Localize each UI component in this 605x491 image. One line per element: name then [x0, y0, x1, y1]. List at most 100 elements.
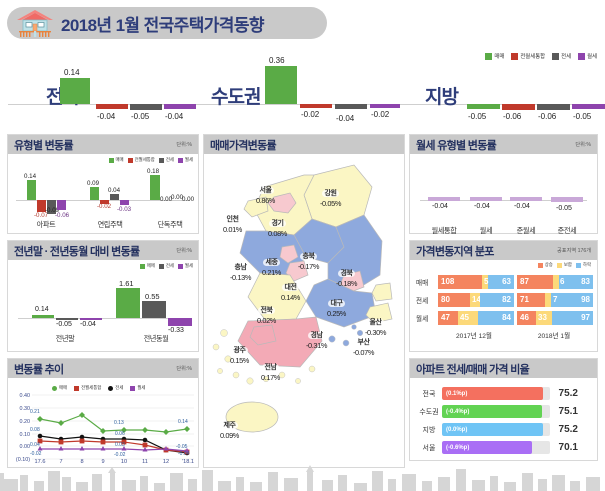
- yoy-value-prev-year-end-sale: 0.14: [35, 306, 49, 313]
- yoy-bar-prev-year-end-jeonse: [56, 318, 78, 320]
- type-bar-apt-sale: [27, 180, 36, 200]
- type-rate-legend: 매매 전월세통합 전세 월세: [108, 157, 193, 163]
- dist-row-label-sale: 매매: [416, 279, 429, 287]
- dist-seg-sale-jan-down: 83: [559, 274, 593, 289]
- map-region-value-jeonbuk: 0.02%: [257, 315, 276, 325]
- monthly-category-wolse: 월세: [479, 226, 493, 235]
- trend-xtick-6: 12: [162, 459, 170, 465]
- trend-legend-swatch-sale: [52, 385, 57, 391]
- summary-group-national: 전국 0.14 -0.04 -0.05 -0.04: [8, 60, 203, 128]
- trend-legend-combined: 전월세통합: [74, 385, 101, 391]
- type-category-det: 단독주택: [157, 220, 183, 229]
- trend-xtick-7: '18.1: [182, 459, 194, 465]
- dist-seg-wolse-jan-up: 46: [517, 310, 536, 325]
- map-region-name-gyeonggi: 경기: [269, 220, 286, 228]
- map-label-busan: 부산 -0.07%: [353, 332, 374, 357]
- type-legend-combined: 전월세통합: [127, 157, 155, 163]
- dist-legend-label-up: 상승: [544, 262, 553, 267]
- yoy-legend: 매매 전세 월세: [139, 263, 193, 269]
- map-label-jeju: 제주 0.09%: [220, 415, 239, 440]
- ratio-delta-national: (0.1%p): [446, 390, 468, 397]
- panel-header-ratio: 아파트 전세/매매 가격 비율: [410, 359, 597, 378]
- summary-bar-national-sale: [60, 78, 90, 104]
- panel-type-rate: 유형별 변동률 단위:% 매매 전월세통합 전세 월세 0.14 -0.07 -…: [7, 134, 199, 234]
- monthly-category-junwolse: 준월세: [516, 226, 536, 235]
- map-region-value-jeonnam: 0.17%: [261, 372, 280, 382]
- map-region-name-jeju: 제주: [221, 422, 238, 430]
- trend-xtick-2: 8: [80, 459, 84, 465]
- monthly-value-wolse: -0.04: [474, 203, 490, 210]
- panel-sale-price-map: 매매가격변동률: [203, 134, 405, 468]
- trend-xtick-4: 10: [120, 459, 128, 465]
- panel-unit-dist: 공표지역 176개: [557, 248, 591, 254]
- map-region-name-jeonnam: 전남: [262, 364, 279, 372]
- type-value-row-jeonse: 0.04: [108, 187, 121, 194]
- dist-seg-jeonse-jan-down: 98: [551, 292, 593, 307]
- map-label-jeonnam: 전남 0.17%: [261, 357, 280, 382]
- dist-seg-wolse-jan-flat: 33: [536, 310, 552, 325]
- type-category-row: 연립주택: [97, 220, 123, 229]
- trend-ytick-5: (0.10): [15, 457, 30, 463]
- type-legend-jeonse: 전세: [158, 157, 174, 163]
- type-bar-apt-wolse: [57, 200, 66, 210]
- summary-value-local-combined: -0.06: [503, 112, 522, 121]
- yoy-bar-prev-year-month-wolse: [168, 318, 192, 326]
- panel-unit-type-rate: 단위:%: [176, 142, 192, 148]
- map-region-name-sejong: 세종: [263, 259, 280, 267]
- ratio-delta-local: (0.0%p): [446, 426, 468, 433]
- map-label-daegu: 대구 0.25%: [327, 293, 346, 318]
- map-label-sejong: 세종 0.21%: [262, 252, 281, 277]
- panel-unit-monthly: 단위:%: [575, 142, 591, 148]
- trend-point-label-sale-7: 0.14: [178, 419, 188, 425]
- ratio-row-seoul: 서울 (-0.6%p) 70.1: [416, 440, 592, 455]
- panel-trend: 변동률 추이 단위:% 매매 전월세통합 전세 월세 0.40 0.30 0.2…: [7, 358, 199, 468]
- type-value-det-sale: 0.18: [147, 168, 160, 175]
- yoy-value-prev-year-end-wolse: -0.04: [80, 321, 96, 328]
- type-legend-swatch-jeonse: [158, 157, 164, 163]
- panel-body-sale-map: 서울 0.86% 인천 0.01% 경기 0.08% 강원 -0.05% 충북 …: [204, 135, 404, 448]
- map-region-value-ulsan: -0.30%: [365, 327, 387, 337]
- yoy-legend-swatch-wolse: [177, 263, 183, 269]
- yoy-value-prev-year-end-jeonse: -0.05: [56, 321, 72, 328]
- trend-legend-sale: 매매: [52, 385, 67, 391]
- panel-header-dist: 가격변동지역 분포 공표지역 176개: [410, 241, 597, 260]
- monthly-category-junjeonse: 준전세: [557, 226, 577, 235]
- legend-label-sale: 매매: [494, 54, 505, 60]
- trend-legend-swatch-combined: [74, 385, 80, 391]
- dist-row-label-jeonse: 전세: [416, 297, 429, 305]
- yoy-value-prev-year-month-sale: 1.61: [119, 279, 134, 288]
- yoy-bar-prev-year-end-sale: [32, 315, 54, 318]
- trend-legend-swatch-wolse: [130, 385, 136, 391]
- dist-stack-jeonse-dec: 80 14 82: [438, 292, 514, 307]
- type-legend-swatch-sale: [108, 157, 114, 163]
- summary-value-national-jeonse: -0.05: [131, 112, 150, 121]
- dist-seg-sale-jan-up: 87: [517, 274, 553, 289]
- type-value-row-wolse: -0.03: [117, 206, 132, 213]
- yoy-axis: [18, 318, 188, 319]
- type-bar-row-jeonse: [110, 194, 119, 200]
- ratio-track-seoul: (-0.6%p): [442, 441, 550, 454]
- type-value-det-combined: 0.00: [160, 196, 173, 203]
- summary-bar-national-wolse: [164, 104, 196, 109]
- type-bar-apt-combined: [37, 200, 46, 212]
- type-legend-label-jeonse: 전세: [165, 157, 174, 162]
- ratio-track-local: (0.0%p): [442, 423, 550, 436]
- summary-value-national-wolse: -0.04: [165, 112, 184, 121]
- dist-value-sale-jan-flat: 6: [560, 277, 565, 286]
- yoy-bar-prev-year-month-jeonse: [142, 301, 166, 318]
- yoy-legend-swatch-jeonse: [158, 263, 164, 269]
- dist-seg-wolse-dec-up: 47: [438, 310, 458, 325]
- type-legend-label-wolse: 월세: [184, 157, 193, 162]
- dist-period-label-jan: 2018년 1월: [537, 333, 571, 340]
- dist-legend: 상승 보합 하락: [537, 262, 591, 268]
- legend-label-jeonse: 전세: [561, 54, 572, 60]
- type-value-row-sale: 0.09: [87, 180, 100, 187]
- dist-period-label-dec: 2017년 12월: [456, 333, 492, 340]
- legend-item-jeonse: 전세: [552, 52, 571, 60]
- legend-swatch-wolse: [578, 52, 586, 60]
- map-region-value-gyeongnam: -0.31%: [306, 340, 328, 350]
- dist-stack-wolse-jan: 46 33 97: [517, 310, 593, 325]
- panel-body-type-rate: 매매 전월세통합 전세 월세 0.14 -0.07 -0.09 -0.06 아파…: [8, 154, 198, 233]
- trend-point-label-jeonse-7: -0.05: [176, 444, 188, 450]
- map-region-value-gyeonggi: 0.08%: [268, 228, 287, 238]
